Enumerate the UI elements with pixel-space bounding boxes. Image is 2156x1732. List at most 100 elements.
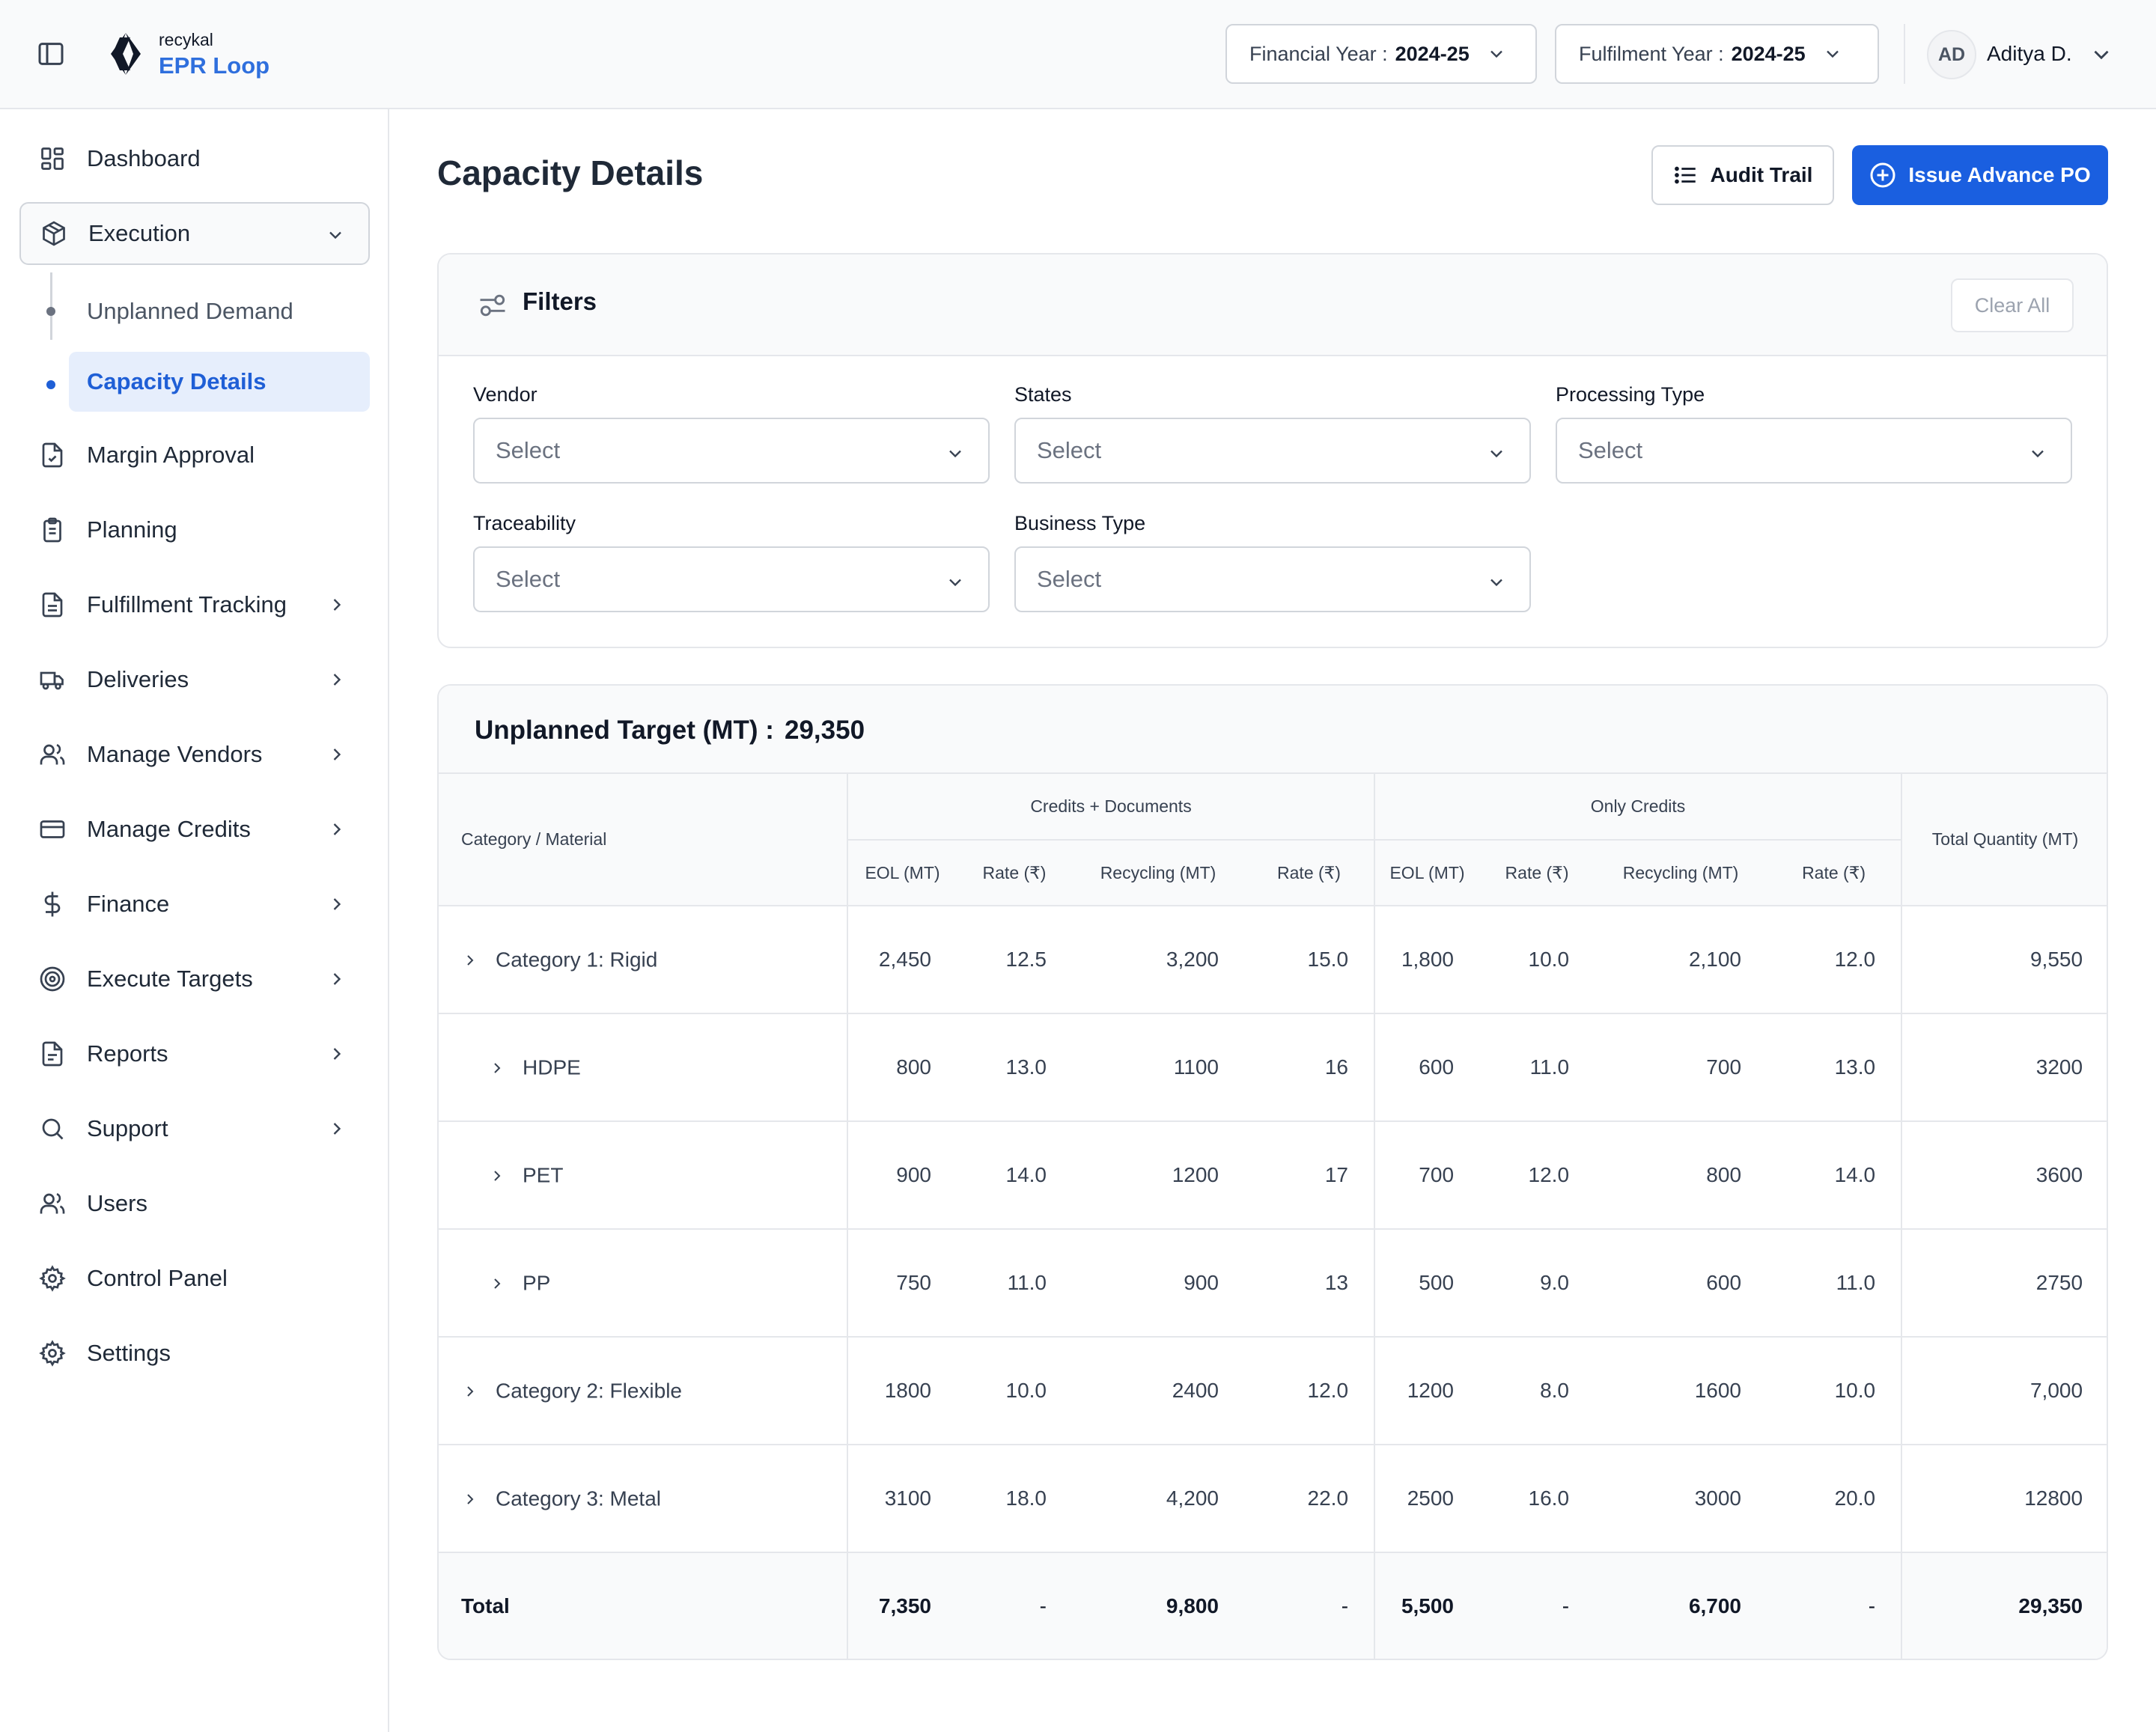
box-icon: [39, 219, 69, 248]
sidebar-item-fulfillment-tracking[interactable]: Fulfillment Tracking: [19, 573, 370, 636]
col-header-eol: EOL (MT): [1374, 840, 1480, 906]
target-icon: [37, 964, 67, 994]
table-cell: 3,200: [1072, 906, 1244, 1014]
clear-all-button[interactable]: Clear All: [1951, 278, 2074, 332]
sidebar-item-manage-vendors[interactable]: Manage Vendors: [19, 723, 370, 786]
table-cell: 11.0: [1767, 1229, 1903, 1338]
row-material-cell[interactable]: HDPE: [439, 1013, 848, 1122]
table-cell: 10.0: [1767, 1337, 1903, 1445]
sidebar-item-control-panel[interactable]: Control Panel: [19, 1247, 370, 1310]
table-cell: 2400: [1072, 1337, 1244, 1445]
business-type-select[interactable]: Select: [1014, 546, 1531, 612]
row-material-cell[interactable]: PET: [439, 1121, 848, 1230]
table-cell: 13: [1244, 1229, 1376, 1338]
sidebar-subitem-capacity-details[interactable]: Capacity Details: [69, 352, 370, 412]
table-cell: 12.5: [957, 906, 1072, 1014]
table-cell: 2,450: [847, 906, 957, 1014]
sidebar-item-support[interactable]: Support: [19, 1097, 370, 1160]
report-icon: [37, 1039, 67, 1069]
sidebar-item-dashboard[interactable]: Dashboard: [19, 127, 370, 190]
table-cell: 900: [847, 1121, 957, 1230]
table-cell: 14.0: [1767, 1121, 1903, 1230]
user-menu-chevron-icon[interactable]: [2089, 42, 2114, 71]
sidebar-item-label: Finance: [87, 891, 170, 917]
row-category-cell[interactable]: Category 2: Flexible: [439, 1337, 848, 1445]
unplanned-target-label: Unplanned Target (MT) :: [475, 716, 774, 745]
sidebar-item-label: Control Panel: [87, 1265, 228, 1291]
chevron-right-icon: [326, 744, 347, 771]
user-name[interactable]: Aditya D.: [1987, 42, 2072, 65]
chevron-right-icon[interactable]: [488, 1059, 506, 1077]
row-category-cell[interactable]: Category 1: Rigid: [439, 906, 848, 1014]
sidebar-toggle-icon[interactable]: [36, 39, 66, 69]
row-material-name: PET: [523, 1163, 564, 1187]
table-cell: 12.0: [1767, 906, 1903, 1014]
vendor-select[interactable]: Select: [473, 418, 990, 484]
submenu-dot: [46, 307, 55, 316]
dollar-icon: [37, 889, 67, 919]
sidebar-item-planning[interactable]: Planning: [19, 498, 370, 561]
traceability-select[interactable]: Select: [473, 546, 990, 612]
chevron-down-icon: [945, 443, 966, 470]
financial-year-label: Financial Year :: [1249, 42, 1388, 65]
table-cell: 3100: [847, 1445, 957, 1553]
sidebar-item-reports[interactable]: Reports: [19, 1022, 370, 1085]
table-cell: 9.0: [1479, 1229, 1595, 1338]
table-cell: 13.0: [1767, 1013, 1903, 1122]
business-type-select-value: Select: [1037, 566, 1102, 592]
chevron-right-icon[interactable]: [488, 1167, 506, 1185]
sidebar-item-margin-approval[interactable]: Margin Approval: [19, 424, 370, 487]
processing-type-select[interactable]: Select: [1556, 418, 2072, 484]
row-material-cell[interactable]: PP: [439, 1229, 848, 1338]
table-cell: 1800: [847, 1337, 957, 1445]
sidebar-subitem-unplanned-demand[interactable]: Unplanned Demand: [87, 298, 293, 324]
group-header-only-credits: Only Credits: [1374, 774, 1903, 841]
credit-card-icon: [37, 814, 67, 844]
table-cell: 4,200: [1072, 1445, 1244, 1553]
processing-type-select-value: Select: [1578, 437, 1643, 463]
issue-advance-po-button[interactable]: Issue Advance PO: [1852, 145, 2108, 205]
chevron-right-icon[interactable]: [461, 1382, 479, 1400]
chevron-right-icon[interactable]: [461, 1490, 479, 1508]
sidebar-item-finance[interactable]: Finance: [19, 873, 370, 936]
row-category-cell[interactable]: Category 3: Metal: [439, 1445, 848, 1553]
sidebar-item-label: Fulfillment Tracking: [87, 591, 287, 618]
chevron-down-icon: [2027, 443, 2048, 470]
search-icon: [37, 1114, 67, 1144]
total-cell: -: [1767, 1552, 1903, 1659]
total-cell: -: [1479, 1552, 1595, 1659]
recykal-logo-icon: [102, 30, 150, 78]
chevron-right-icon[interactable]: [488, 1275, 506, 1293]
table-cell: 800: [847, 1013, 957, 1122]
financial-year-select[interactable]: Financial Year : 2024-25: [1225, 24, 1537, 84]
sidebar-item-manage-credits[interactable]: Manage Credits: [19, 798, 370, 861]
submenu-dot-active: [46, 380, 55, 389]
sidebar-item-users[interactable]: Users: [19, 1172, 370, 1235]
col-header-category: Category / Material: [439, 774, 848, 906]
chevron-right-icon: [326, 1118, 347, 1145]
sidebar-item-settings[interactable]: Settings: [19, 1322, 370, 1385]
chevron-down-icon: [1490, 50, 1502, 58]
audit-trail-button[interactable]: Audit Trail: [1651, 145, 1834, 205]
col-header-rate: Rate (₹): [957, 840, 1072, 906]
fulfilment-year-label: Fulfilment Year :: [1579, 42, 1724, 65]
table-cell-total: 9,550: [1901, 906, 2107, 1014]
chevron-right-icon[interactable]: [461, 951, 479, 969]
fulfilment-year-value: 2024-25: [1731, 42, 1806, 65]
table-cell: 1600: [1595, 1337, 1767, 1445]
sidebar-item-label: Execution: [88, 220, 191, 246]
sidebar-item-execute-targets[interactable]: Execute Targets: [19, 948, 370, 1010]
chevron-right-icon: [326, 894, 347, 921]
sidebar-item-deliveries[interactable]: Deliveries: [19, 648, 370, 711]
states-select[interactable]: Select: [1014, 418, 1531, 484]
avatar[interactable]: AD: [1927, 30, 1976, 79]
chevron-right-icon: [326, 1043, 347, 1070]
clipboard-icon: [37, 515, 67, 545]
total-cell: 6,700: [1595, 1552, 1767, 1659]
fulfilment-year-select[interactable]: Fulfilment Year : 2024-25: [1555, 24, 1879, 84]
table-cell: 600: [1374, 1013, 1480, 1122]
table-cell: 2500: [1374, 1445, 1480, 1553]
sidebar-item-execution[interactable]: Execution: [19, 202, 370, 265]
capacity-table-card: Unplanned Target (MT) : 29,350 Category …: [437, 684, 2108, 1660]
table-cell: 11.0: [957, 1229, 1072, 1338]
